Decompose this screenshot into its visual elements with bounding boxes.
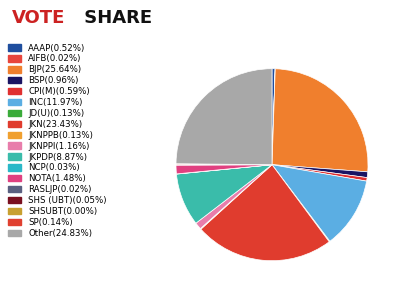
Wedge shape	[272, 165, 367, 181]
Wedge shape	[272, 165, 368, 178]
Wedge shape	[272, 69, 275, 165]
Wedge shape	[176, 165, 272, 223]
Wedge shape	[196, 165, 272, 228]
Wedge shape	[176, 165, 272, 174]
Wedge shape	[272, 165, 366, 241]
Wedge shape	[176, 164, 272, 165]
Legend: AAAP(0.52%), AIFB(0.02%), BJP(25.64%), BSP(0.96%), CPI(M)(0.59%), INC(11.97%), J: AAAP(0.52%), AIFB(0.02%), BJP(25.64%), B…	[8, 44, 107, 238]
Wedge shape	[272, 165, 330, 242]
Wedge shape	[201, 165, 329, 261]
Wedge shape	[176, 165, 272, 174]
Wedge shape	[272, 69, 368, 172]
Wedge shape	[272, 69, 275, 165]
Wedge shape	[200, 165, 272, 229]
Text: SHARE: SHARE	[78, 9, 152, 27]
Text: VOTE: VOTE	[12, 9, 65, 27]
Wedge shape	[176, 69, 272, 165]
